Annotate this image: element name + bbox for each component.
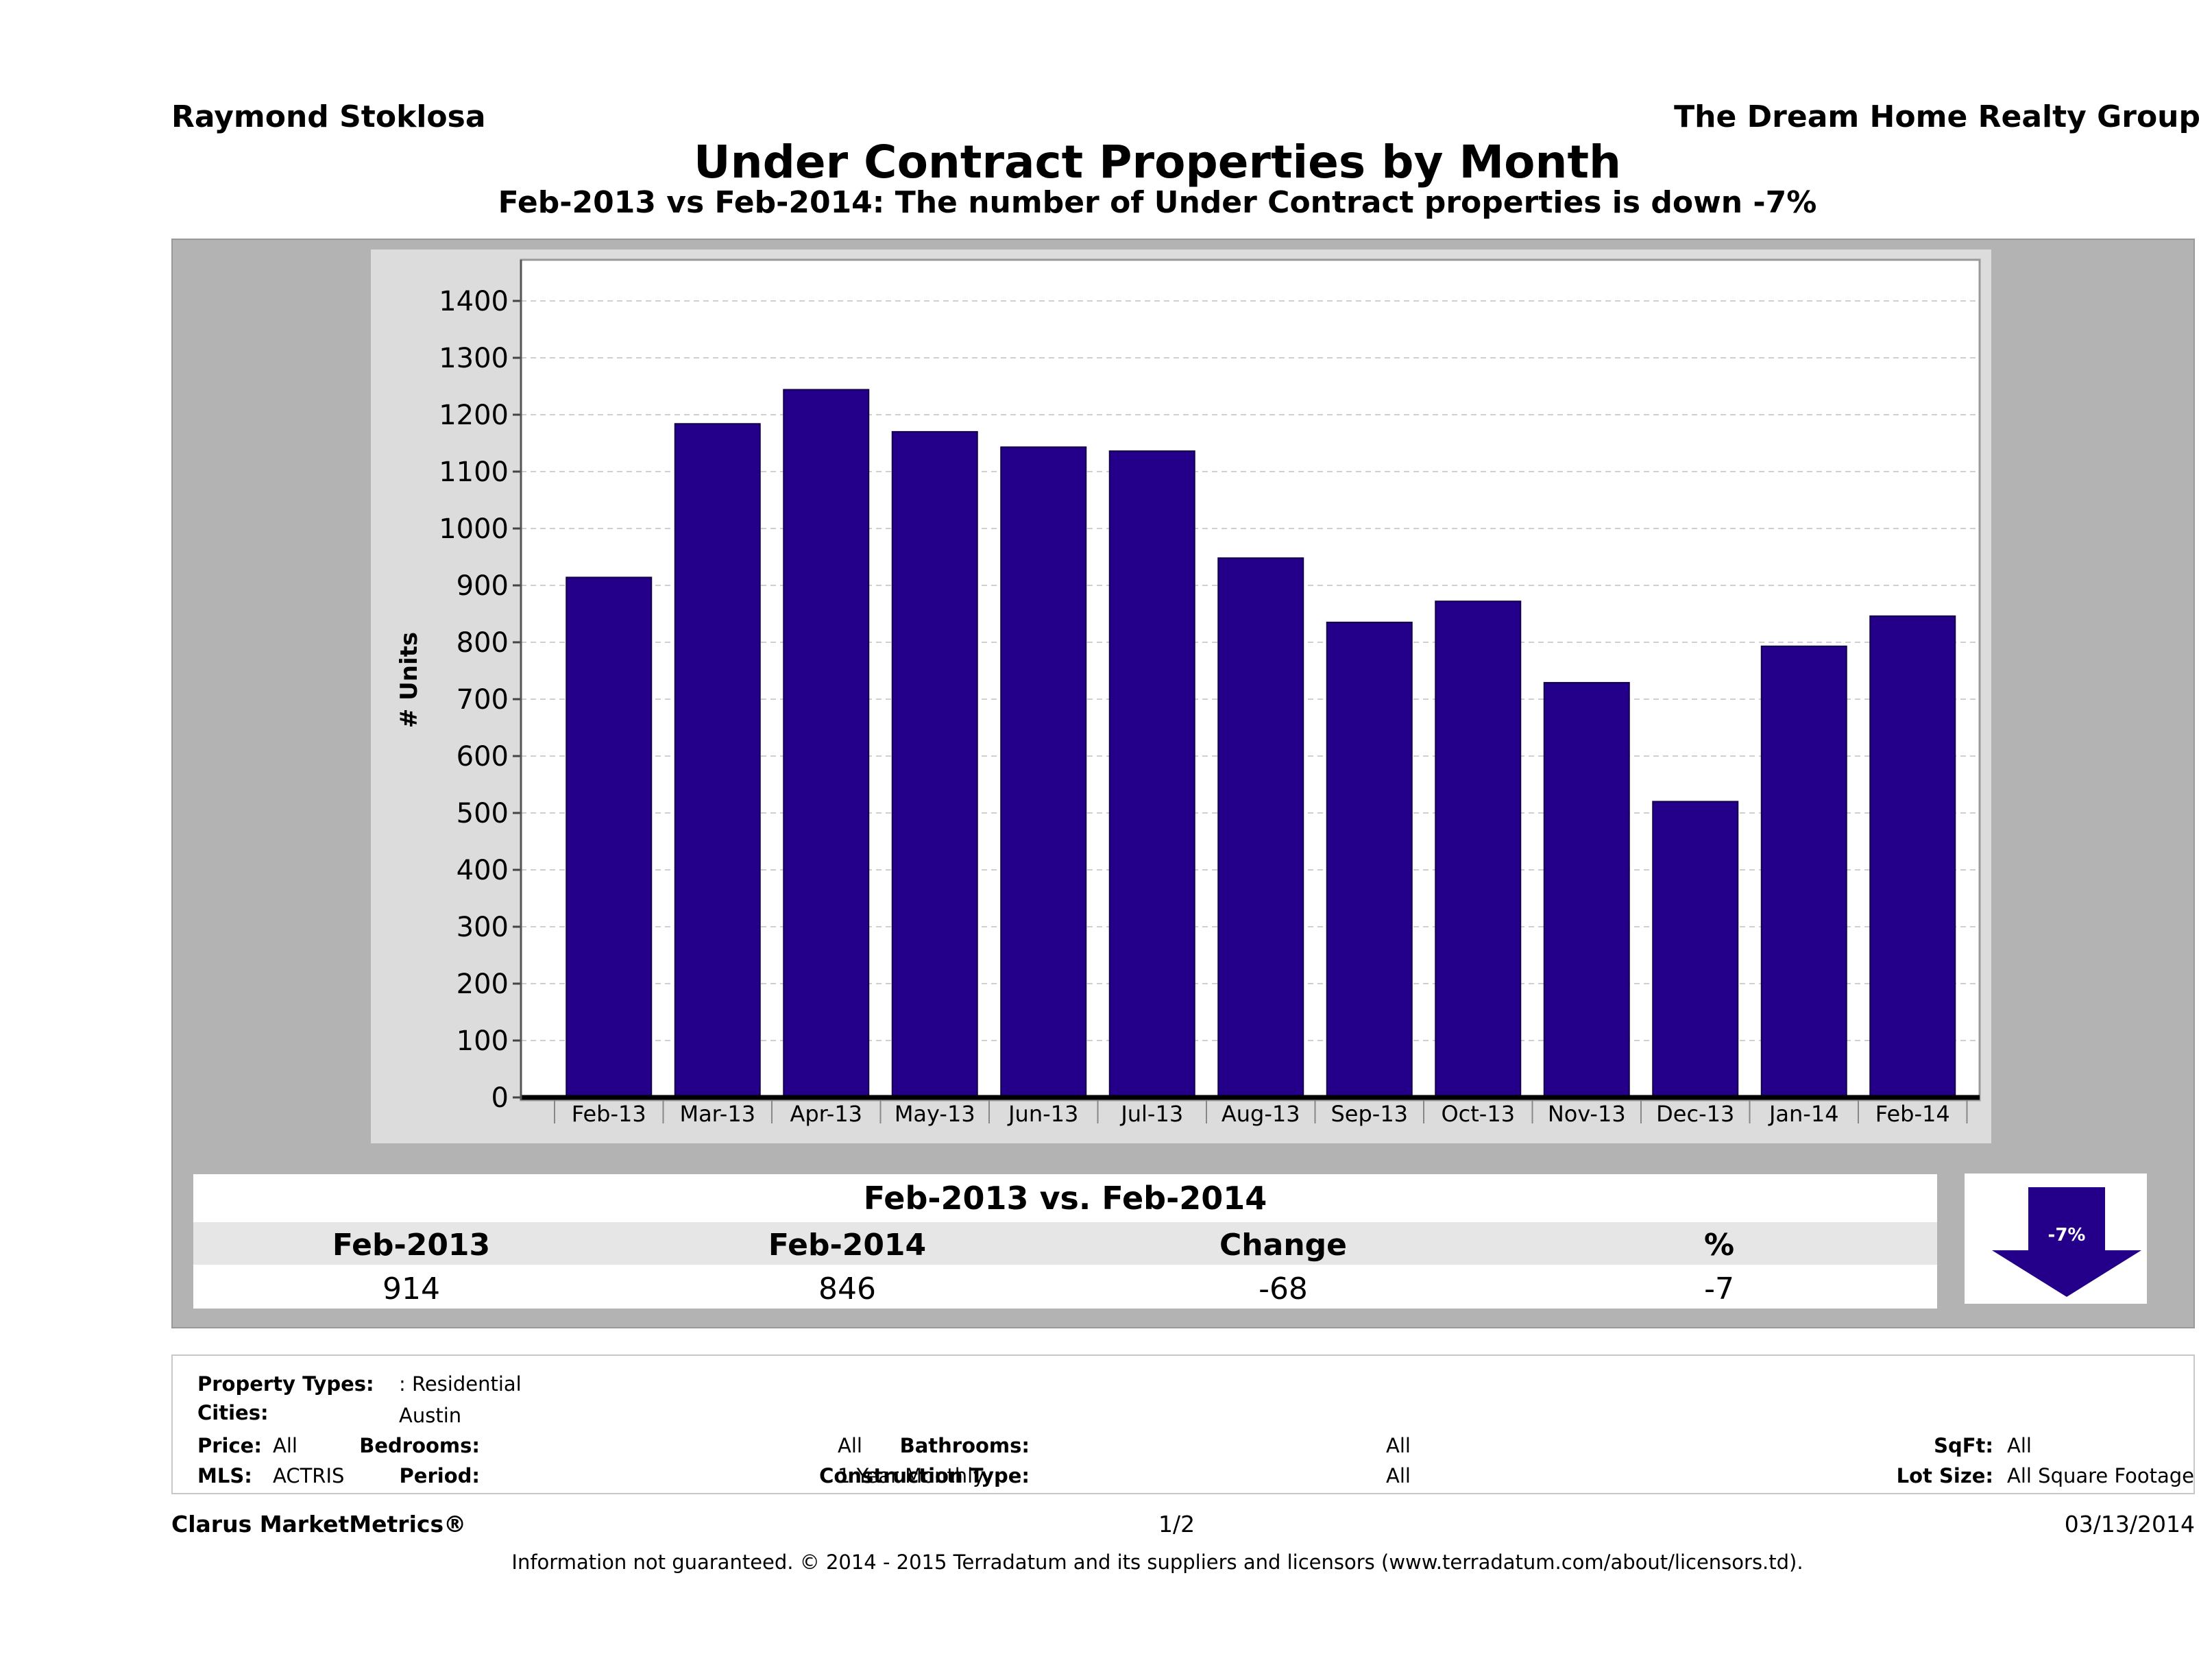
y-tick-label: 1000 [439, 513, 509, 545]
comparison-value-row: 914 846 -68 -7 [193, 1266, 1937, 1309]
bar [1543, 681, 1630, 1098]
y-tick-label: 1400 [439, 286, 509, 317]
y-tick-label: 800 [457, 627, 509, 659]
period-label: Period: [399, 1464, 480, 1487]
y-tick-label: 700 [457, 684, 509, 716]
bar [566, 576, 653, 1098]
x-tick-label: Feb-13 [572, 1101, 646, 1127]
comparison-header-row: Feb-2013 Feb-2014 Change % [193, 1222, 1937, 1265]
y-tick-label: 1300 [439, 343, 509, 374]
y-tick-label: 600 [457, 741, 509, 773]
sqft-label: SqFt: [1934, 1434, 1993, 1457]
y-tick-label: 1100 [439, 457, 509, 488]
x-tick-label: Oct-13 [1441, 1101, 1515, 1127]
comparison-table: Feb-2013 vs. Feb-2014 Feb-2013 Feb-2014 … [193, 1174, 1937, 1309]
x-tick-label: Jan-14 [1768, 1101, 1839, 1127]
y-tick-label: 300 [457, 912, 509, 943]
x-tick-label: Nov-13 [1548, 1101, 1626, 1127]
company-name: The Dream Home Realty Group [1674, 99, 2200, 134]
comparison-title-row: Feb-2013 vs. Feb-2014 [193, 1174, 1937, 1219]
comparison-header: Feb-2013 [332, 1228, 491, 1263]
property-types-label: Property Types: [197, 1372, 374, 1396]
y-tick-label: 500 [457, 798, 509, 829]
y-tick-label: 900 [457, 570, 509, 602]
x-tick-label: Dec-13 [1656, 1101, 1734, 1127]
sqft-value: All [2007, 1434, 2032, 1457]
x-tick-label: Apr-13 [790, 1101, 862, 1127]
comparison-title: Feb-2013 vs. Feb-2014 [863, 1180, 1267, 1217]
comparison-value: -7 [1704, 1272, 1734, 1306]
bar-chart: 0 100 200 300 400 500 600 700 800 900 1000 1100 1200… [396, 258, 1981, 1127]
x-axis-ticks: Feb-13 Mar-13 Apr-13 May-13 Jun-13 Jul-13 Aug-… [554, 1100, 1968, 1127]
page-subtitle: Feb-2013 vs Feb-2014: The number of Unde… [498, 185, 1817, 220]
bar [1108, 450, 1195, 1098]
down-arrow-shape [1992, 1187, 2141, 1297]
comparison-value: 914 [382, 1272, 440, 1306]
x-tick-label: Jun-13 [1007, 1101, 1078, 1127]
property-types-value: : Residential [399, 1372, 522, 1396]
bathrooms-label: Bathrooms: [899, 1434, 1030, 1457]
bar [674, 423, 761, 1098]
page-title: Under Contract Properties by Month [694, 136, 1621, 189]
bar [1000, 446, 1087, 1098]
y-tick-label: 0 [491, 1082, 509, 1114]
y-tick-label: 1200 [439, 400, 509, 431]
cities-value: Austin [399, 1404, 462, 1427]
change-badge-label: -7% [2048, 1225, 2086, 1245]
x-tick-label: Jul-13 [1119, 1101, 1183, 1127]
page-number: 1/2 [1158, 1511, 1195, 1537]
bathrooms-value: All [1386, 1434, 1411, 1457]
y-tick-label: 400 [457, 855, 509, 886]
mls-value: ACTRIS [273, 1464, 345, 1487]
y-tick-label: 200 [457, 969, 509, 1000]
x-tick-label: Mar-13 [679, 1101, 755, 1127]
mls-label: MLS: [197, 1464, 252, 1487]
x-tick-label: Aug-13 [1222, 1101, 1300, 1127]
footer-brand: Clarus MarketMetrics® [171, 1511, 467, 1537]
comparison-header: % [1703, 1228, 1735, 1263]
bedrooms-label: Bedrooms: [359, 1434, 480, 1457]
agent-name: Raymond Stoklosa [171, 99, 486, 134]
comparison-value: 846 [818, 1272, 876, 1306]
price-value: All [273, 1434, 297, 1457]
comparison-value: -68 [1259, 1272, 1308, 1306]
bars [566, 389, 1956, 1099]
x-tick-label: May-13 [895, 1101, 975, 1127]
report-date: 03/13/2014 [2064, 1511, 2195, 1537]
search-criteria: Property Types: : Residential Cities: Au… [171, 1354, 2195, 1494]
bar [1869, 615, 1956, 1098]
x-tick-label: Sep-13 [1330, 1101, 1408, 1127]
bar [891, 430, 978, 1098]
y-axis-label: # Units [396, 632, 423, 728]
comparison-header: Feb-2014 [768, 1228, 927, 1263]
x-tick-label: Feb-14 [1875, 1101, 1950, 1127]
y-axis-ticks: 0 100 200 300 400 500 600 700 800 900 1000 1100 1200… [439, 286, 521, 1114]
lot-size-label: Lot Size: [1896, 1464, 1993, 1487]
bar [1760, 645, 1847, 1098]
down-arrow-icon: -7% [1992, 1187, 2141, 1297]
bar [1217, 557, 1304, 1099]
period-value: 1 Year Monthly [838, 1464, 985, 1487]
cities-label: Cities: [197, 1401, 269, 1424]
construction-type-label: Construction Type: [819, 1464, 1030, 1487]
price-label: Price: [197, 1434, 262, 1457]
bar [1435, 600, 1522, 1098]
disclaimer: Information not guaranteed. © 2014 - 201… [511, 1551, 1803, 1574]
y-tick-label: 100 [457, 1025, 509, 1057]
bedrooms-value: All [838, 1434, 862, 1457]
lot-size-value: All Square Footage [2007, 1464, 2195, 1487]
construction-type-value: All [1386, 1464, 1411, 1487]
bar [1326, 621, 1413, 1098]
comparison-header: Change [1219, 1228, 1347, 1263]
change-badge: -7% [1965, 1174, 2147, 1304]
bar [1652, 801, 1739, 1099]
bar [783, 389, 870, 1099]
